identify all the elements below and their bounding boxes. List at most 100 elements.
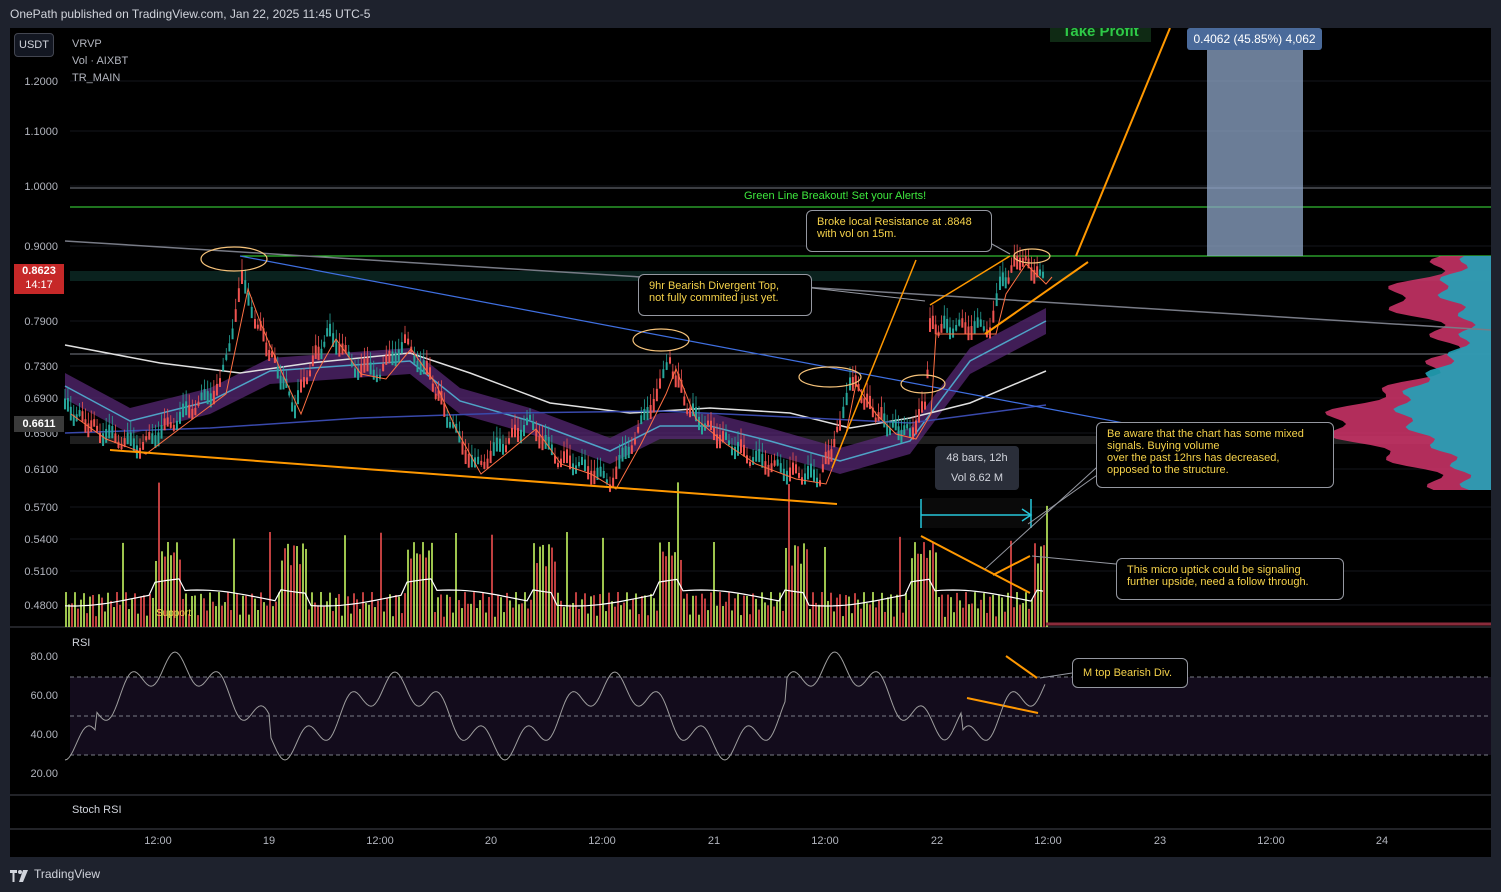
volume-bar [200,593,202,627]
volume-bar [488,596,490,627]
note-line: opposed to the structure. [1107,464,1229,476]
volume-bar [980,599,982,627]
volume-bar [905,593,907,627]
candle-body [191,408,194,420]
x-axis-tick: 22 [930,835,944,847]
volume-bar [815,602,817,627]
volume-bar [344,535,346,627]
volume-bar [725,601,727,627]
take-profit-label[interactable]: Take Profit [1050,28,1151,42]
volume-bar [68,604,70,627]
volume-bar [356,599,358,627]
candle-body [940,323,943,333]
channel-line [929,255,1011,306]
volume-bar [605,611,607,627]
volume-bar [308,609,310,627]
volume-bar [515,592,517,627]
volume-bar [569,604,571,627]
legend-vrvp[interactable]: VRVP [72,38,102,50]
candle-body [566,449,568,464]
candle-body [209,393,212,408]
micro-uptick-note[interactable]: This micro uptick could be signaling fur… [1116,558,1344,600]
volume-bar [443,616,445,627]
candle-body [273,355,276,363]
candle-body [511,427,513,438]
volume-bar [806,549,808,627]
legend-volume[interactable]: Vol · AIXBT [72,55,129,67]
rsi-panel-label[interactable]: RSI [72,637,91,649]
volume-bar [125,592,127,627]
candle-body [630,445,633,454]
candle-body [976,317,979,328]
candle-body [291,402,294,412]
candle-body [169,422,172,428]
volume-bar [470,603,472,627]
candle-body [967,326,970,341]
candle-body [139,447,141,459]
breakout-label[interactable]: Green Line Breakout! Set your Alerts! [744,190,927,202]
currency-button[interactable]: USDT [14,33,54,57]
chart-frame[interactable]: USDT VRVP Vol · AIXBT TR_MAIN 1.2000 1.1… [10,28,1491,857]
volume-bar [884,611,886,627]
candle-body [282,376,285,390]
candle-body [268,349,271,361]
x-axis-tick: 12:00 [588,835,616,847]
m-top-note[interactable]: M top Bearish Div. [1072,658,1188,688]
candle-body [624,445,627,460]
volume-bar [968,604,970,627]
candle-body [486,458,489,469]
legend-tr-main[interactable]: TR_MAIN [72,72,121,84]
candle-body [701,423,703,435]
measure-tool-label[interactable]: 0.4062 (45.85%) 4,062 [1187,28,1322,50]
measure-rect [1207,42,1303,256]
x-axis-tick: 21 [707,835,721,847]
current-price-value: 0.8623 [22,265,56,277]
candle-body [710,420,712,430]
volume-bar [524,592,526,627]
volume-bar [500,597,502,627]
volume-bar [230,610,232,627]
candle-body [437,390,440,401]
mixed-signals-note[interactable]: Be aware that the chart has some mixed s… [1096,422,1334,488]
volume-bar [257,609,259,627]
volume-bar [551,547,553,627]
fast-ma-line [70,263,1053,490]
volume-bar [314,602,316,627]
volume-bar [371,592,373,627]
candle-body [1039,269,1041,276]
candle-body [569,455,571,470]
candle-body [929,318,931,332]
volume-bar [533,543,535,627]
candle-body [470,454,473,468]
candle-body [1024,255,1027,261]
resistance-note[interactable]: Broke local Resistance at .8848 with vol… [806,210,992,252]
candle-body [489,450,492,464]
candle-body [621,447,624,462]
bearish-divergence-note[interactable]: 9hr Bearish Divergent Top, not fully com… [638,274,812,316]
candle-body [254,319,256,329]
candle-body [502,444,504,455]
candle-body [200,392,203,401]
volume-bar [764,602,766,627]
candle-body [341,343,344,355]
volume-bar [296,546,298,627]
candle-body [151,433,154,444]
tradingview-brand[interactable]: TradingView [34,867,101,881]
candle-body [918,409,920,423]
candle-body [228,343,231,352]
candle-body [761,453,764,468]
volume-bar [101,597,103,627]
candle-body [615,466,618,480]
candle-body [311,355,314,367]
stoch-rsi-panel-label[interactable]: Stoch RSI [72,804,122,816]
candle-body [326,328,329,337]
tradingview-logo-icon[interactable] [10,868,28,882]
candle-body [111,426,114,439]
volume-bar [1013,607,1015,627]
bars-range-label[interactable]: 48 bars, 12h Vol 8.62 M [935,446,1019,490]
volume-bar [281,560,283,627]
volume-bar [614,606,616,627]
candle-body [114,433,117,444]
volume-bar [173,552,175,627]
candle-body [431,383,434,392]
